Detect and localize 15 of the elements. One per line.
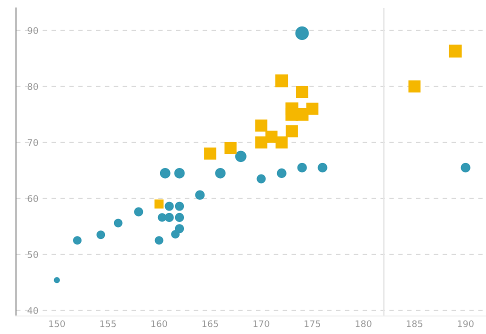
y-tick-label: 90 bbox=[28, 27, 38, 34]
y-tick-label: 40 bbox=[28, 307, 38, 314]
x-tick-label: 165 bbox=[202, 320, 218, 328]
y-tick-label: 50 bbox=[28, 251, 38, 258]
x-tick-label: 150 bbox=[49, 320, 65, 328]
x-tick-label: 180 bbox=[356, 320, 372, 328]
x-tick-label: 170 bbox=[254, 320, 270, 328]
y-tick-label: 80 bbox=[28, 83, 38, 90]
x-tick-label: 175 bbox=[304, 320, 320, 328]
x-tick-label: 190 bbox=[458, 320, 474, 328]
x-tick-label: 155 bbox=[100, 320, 116, 328]
x-tick-label: 185 bbox=[406, 320, 422, 328]
y-tick-label: 70 bbox=[28, 139, 38, 146]
y-tick-label: 60 bbox=[28, 195, 38, 202]
x-tick-label: 160 bbox=[151, 320, 168, 328]
